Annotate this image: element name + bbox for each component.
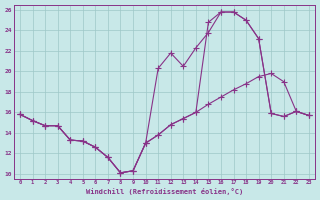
X-axis label: Windchill (Refroidissement éolien,°C): Windchill (Refroidissement éolien,°C) <box>86 188 243 195</box>
